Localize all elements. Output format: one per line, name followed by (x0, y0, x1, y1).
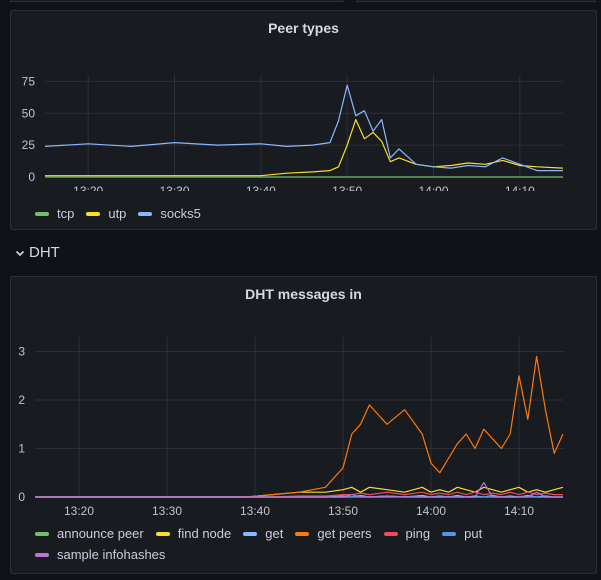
legend-label: ping (405, 526, 431, 541)
x-tick-label: 13:40 (246, 184, 276, 191)
y-tick-label: 25 (22, 138, 36, 152)
y-tick-label: 2 (18, 393, 25, 407)
y-tick-label: 1 (18, 442, 25, 456)
x-tick-label: 14:00 (418, 184, 448, 191)
legend-swatch (295, 531, 310, 536)
legend-label: announce peer (57, 526, 144, 541)
legend-swatch (155, 531, 170, 536)
x-tick-label: 13:40 (240, 504, 270, 517)
panel-stub-left (10, 0, 344, 2)
peer-types-chart: 0 25 50 75 13:20 13:30 13:40 13:50 14:00 14:10 (22, 74, 564, 191)
x-tick-label: 13:30 (152, 504, 182, 517)
panel-title[interactable]: DHT messages in (245, 286, 362, 302)
x-tick-label: 13:20 (73, 184, 103, 191)
legend-item-put[interactable]: put (442, 523, 482, 544)
legend-item-utp[interactable]: utp (86, 203, 126, 224)
y-tick-label: 50 (22, 106, 36, 120)
legend-swatch (35, 531, 49, 536)
legend-label: utp (108, 206, 127, 221)
legend-label: sample infohashes (57, 547, 166, 562)
legend-swatch (35, 552, 49, 557)
legend-label: socks5 (160, 206, 201, 221)
legend-label: put (464, 526, 483, 541)
series-line-get-peers[interactable] (35, 355, 564, 498)
x-tick-label: 13:30 (159, 184, 189, 191)
legend-item-find-node[interactable]: find node (155, 523, 232, 544)
legend-label: tcp (57, 206, 75, 221)
legend-swatch (243, 531, 258, 536)
series-line-utp[interactable] (45, 118, 564, 177)
y-tick-label: 0 (18, 490, 25, 504)
series-line-socks5[interactable] (44, 84, 563, 172)
series-line-sample-infohashes[interactable] (35, 481, 563, 498)
legend-swatch (383, 531, 398, 536)
series-line-ping[interactable] (35, 491, 563, 498)
peer-types-panel: Peer types 0 25 50 75 13:20 13:30 13:40 13:50 14… (10, 10, 597, 230)
legend-label: get (265, 526, 284, 541)
x-tick-label: 14:10 (504, 504, 534, 517)
legend-item-sample-infohashes[interactable]: sample infohashes (35, 544, 165, 565)
row-title: DHT (29, 244, 60, 261)
legend-swatch (442, 531, 457, 536)
panel-title[interactable]: Peer types (268, 20, 339, 36)
dht-messages-chart: 0 1 2 3 13:20 13:30 13:40 13:50 14:00 14:10 (18, 337, 564, 517)
legend-item-get[interactable]: get (243, 523, 283, 544)
x-tick-label: 13:20 (64, 504, 94, 517)
legend-item-ping[interactable]: ping (383, 523, 431, 544)
legend-label: get peers (317, 526, 372, 541)
dht-row-toggle[interactable]: DHT (14, 244, 60, 261)
legend-label: find node (177, 526, 232, 541)
y-tick-label: 75 (22, 74, 36, 88)
legend-item-announce-peer[interactable]: announce peer (35, 523, 144, 544)
x-tick-label: 14:10 (505, 184, 535, 191)
legend-swatch (138, 211, 153, 216)
legend-swatch (86, 211, 101, 216)
dht-messages-legend: announce peer find node get get peers pi… (35, 523, 555, 565)
peer-types-legend: tcp utp socks5 (35, 203, 213, 224)
dht-messages-panel: DHT messages in 0 1 2 3 13:20 13:30 13:40 13:50… (10, 276, 597, 574)
legend-item-get-peers[interactable]: get peers (295, 523, 372, 544)
legend-swatch (35, 211, 49, 216)
legend-item-tcp[interactable]: tcp (35, 203, 74, 224)
x-tick-label: 13:50 (332, 184, 362, 191)
y-tick-label: 0 (28, 170, 35, 184)
panel-stub-right (356, 0, 596, 2)
x-tick-label: 14:00 (416, 504, 446, 517)
x-tick-label: 13:50 (328, 504, 358, 517)
chevron-down-icon (15, 250, 25, 256)
legend-item-socks5[interactable]: socks5 (138, 203, 201, 224)
y-tick-label: 3 (18, 345, 25, 359)
